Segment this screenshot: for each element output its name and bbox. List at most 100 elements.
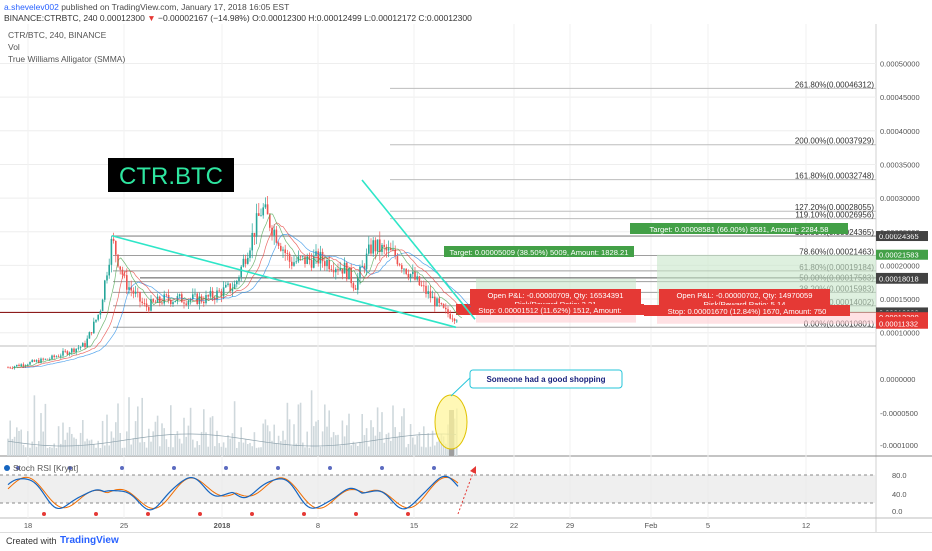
- volume-bar: [145, 447, 148, 456]
- volume-bar: [71, 433, 73, 456]
- candle-body: [412, 271, 414, 275]
- volume-bar: [299, 402, 302, 456]
- candle-body: [407, 273, 410, 278]
- volume-bar: [24, 447, 27, 456]
- volume-bar: [93, 443, 95, 456]
- volume-bar: [420, 446, 423, 456]
- volume-bar: [414, 444, 416, 456]
- candle-body: [337, 269, 339, 271]
- trend-lines[interactable]: [111, 179, 476, 329]
- volume-bar: [354, 443, 357, 456]
- highlight-ellipse: [434, 394, 468, 450]
- candle-body: [84, 343, 86, 348]
- candle-body: [324, 261, 326, 267]
- candle-body: [62, 350, 64, 356]
- volume-bar: [40, 413, 42, 456]
- candle-body: [104, 280, 106, 300]
- candle-body: [93, 321, 95, 334]
- callout-line: [450, 375, 473, 397]
- candle-body: [106, 275, 108, 281]
- volume-bar: [436, 441, 438, 456]
- candle-body: [456, 320, 458, 322]
- candle-body: [207, 295, 209, 297]
- volume-bar: [308, 447, 311, 456]
- volume-bar: [121, 447, 124, 456]
- volume-bar: [161, 423, 163, 456]
- chart-canvas[interactable]: 261.80%(0.00046312) 200.00%(0.00037929) 16…: [0, 24, 932, 532]
- tradingview-logo[interactable]: TradingView: [60, 535, 119, 546]
- candle-body: [75, 348, 77, 353]
- author-link[interactable]: a.shevelev002: [4, 2, 59, 12]
- volume-bar: [60, 443, 62, 456]
- volume-bar: [62, 422, 64, 456]
- time-tick-label: 22: [510, 521, 518, 530]
- time-tick-label: 2018: [214, 521, 231, 530]
- volume-bar: [357, 445, 359, 456]
- candle-body: [119, 266, 121, 270]
- candle-body: [220, 291, 223, 297]
- time-tick-label: 25: [120, 521, 128, 530]
- candle-body: [18, 364, 20, 367]
- candle-body: [145, 303, 148, 308]
- left-stop-label-box: [456, 304, 644, 315]
- volume-bar: [376, 407, 379, 456]
- candle-body: [414, 271, 416, 280]
- stoch-eye-icon[interactable]: [4, 465, 10, 471]
- candle-body: [27, 364, 29, 366]
- volume-bar: [225, 447, 227, 456]
- volume-bar: [238, 441, 240, 456]
- candle-body: [348, 268, 350, 280]
- volume-bar: [31, 441, 33, 456]
- volume-bar: [159, 446, 161, 456]
- candle-body: [154, 301, 157, 303]
- candle-body: [442, 304, 445, 308]
- stoch-cross-marker: [172, 466, 176, 470]
- candle-body: [40, 358, 42, 363]
- right-stop-label-box: [644, 305, 850, 316]
- candle-body: [194, 293, 196, 295]
- volume-bar: [187, 425, 190, 456]
- volume-bar: [192, 439, 194, 456]
- candle-body: [420, 285, 423, 286]
- candle-body: [187, 300, 190, 305]
- candle-body: [438, 298, 440, 304]
- stoch-cross-marker: [328, 466, 332, 470]
- candle-body: [249, 250, 251, 258]
- candle-body: [403, 268, 405, 270]
- volume-bar: [148, 428, 150, 456]
- right-pnl-label-box: [659, 289, 830, 309]
- candle-body: [394, 249, 396, 257]
- volume-bar: [315, 421, 317, 456]
- candle-body: [51, 355, 53, 360]
- volume-bar: [427, 433, 429, 456]
- position-tools[interactable]: Target: 0.00005009 (38.50%) 5009, Amount…: [444, 223, 928, 329]
- candle-body: [11, 367, 14, 369]
- volume-bar: [222, 442, 225, 456]
- volume-bar: [97, 440, 99, 456]
- volume-bar: [214, 446, 216, 456]
- candle-body: [374, 240, 377, 252]
- right-pnl-label-text: Risk/Reward Ratio: 5.14: [704, 300, 786, 309]
- candle-body: [126, 275, 128, 290]
- stoch-cross-marker: [406, 512, 410, 516]
- candle-body: [363, 265, 366, 270]
- left-stop-label-text: Stop: 0.00001512 (11.62%) 1512, Amount:: [478, 306, 621, 315]
- volume-bar: [22, 444, 25, 456]
- candle-body: [53, 355, 55, 357]
- callout-text: Someone had a good shopping: [486, 375, 605, 384]
- time-tick-label: 15: [410, 521, 418, 530]
- candle-body: [163, 294, 165, 304]
- callout-box[interactable]: [469, 369, 623, 389]
- candle-body: [264, 204, 267, 208]
- candle-body: [445, 307, 447, 310]
- candle-body: [330, 269, 333, 270]
- candle-body: [143, 303, 146, 304]
- candle-body: [313, 255, 315, 268]
- price-badge: [876, 249, 928, 260]
- volume-bar: [253, 432, 256, 456]
- candle-body: [35, 360, 38, 362]
- volume-bar: [302, 442, 304, 456]
- volume-bar: [9, 420, 11, 456]
- ohlc-values: O:0.00012300 H:0.00012499 L:0.00012172 C…: [252, 13, 472, 23]
- candle-body: [82, 343, 84, 347]
